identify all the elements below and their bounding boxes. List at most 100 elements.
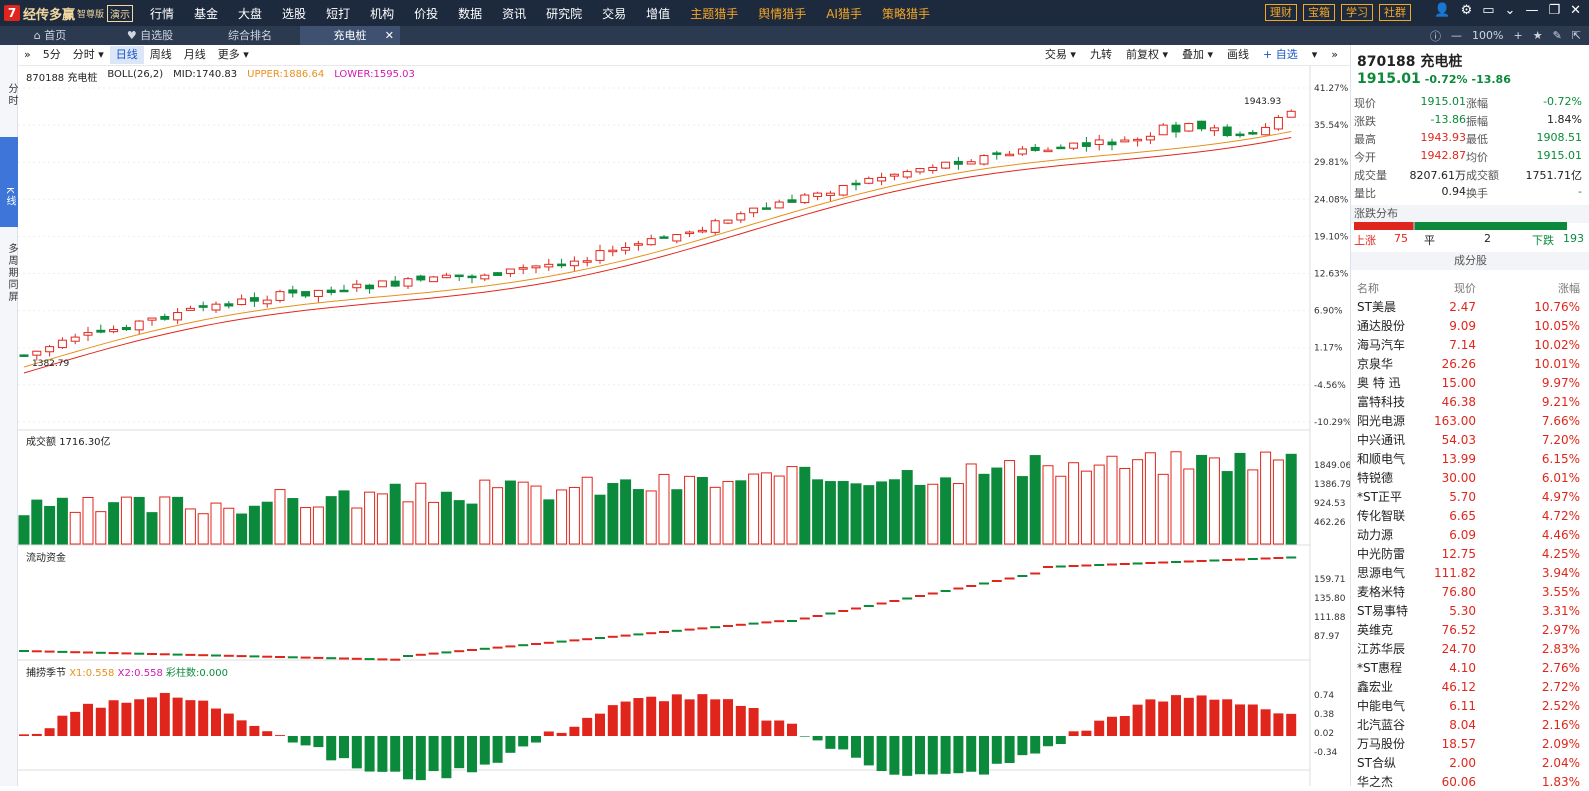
top-button-1[interactable]: 宝箱 — [1303, 4, 1335, 21]
user-icon[interactable]: 👤 — [1434, 3, 1451, 18]
close-icon[interactable]: ✕ — [1570, 3, 1581, 18]
season-bar — [1273, 713, 1284, 736]
flow-mark — [1132, 562, 1143, 565]
period-month[interactable]: 月线 — [183, 48, 206, 61]
tab-multi-period[interactable]: 多周期同屏 — [6, 243, 17, 303]
table-row[interactable]: *ST正平 5.70 4.97% — [1351, 487, 1589, 506]
draw-button[interactable]: 画线 — [1227, 48, 1250, 61]
tab-watchlist[interactable]: ♥ 自选股 — [126, 29, 174, 42]
tab-charging-pile[interactable]: 充电桩 ✕ — [300, 26, 400, 45]
pin-icon[interactable]: ⇱ — [1571, 29, 1581, 42]
season-bar — [1107, 716, 1117, 736]
table-row[interactable]: 京泉华 26.26 10.01% — [1351, 354, 1589, 373]
tab-kline[interactable]: K线 — [0, 137, 18, 227]
tab-home[interactable]: ⌂ 首页 — [33, 29, 67, 42]
zoom-in-icon[interactable]: + — [1513, 29, 1523, 42]
table-row[interactable]: 江苏华辰 24.70 2.83% — [1351, 639, 1589, 658]
top-button-0[interactable]: 理财 — [1265, 4, 1297, 21]
table-row[interactable]: 北汽蓝谷 8.04 2.16% — [1351, 715, 1589, 734]
chevron-down-icon[interactable]: ⌄ — [1504, 3, 1516, 18]
menu-3[interactable]: 选股 — [282, 6, 307, 21]
table-row[interactable]: 富特科技 46.38 9.21% — [1351, 392, 1589, 411]
menu-11[interactable]: 增值 — [646, 6, 671, 21]
table-row[interactable]: 万马股份 18.57 2.09% — [1351, 734, 1589, 753]
gear-icon[interactable]: ⚙ — [1460, 3, 1473, 18]
menu-14[interactable]: AI猎手 — [826, 6, 862, 21]
period-day[interactable]: 日线 — [109, 46, 144, 64]
period-5min[interactable]: 5分 — [42, 48, 61, 61]
collapse-icon[interactable]: » — [24, 48, 31, 61]
table-row[interactable]: ST易事特 5.30 3.31% — [1351, 601, 1589, 620]
tab-fenshi[interactable]: 分时 — [6, 83, 17, 107]
pen-icon[interactable]: ✎ — [1552, 29, 1562, 42]
zoom-out-icon[interactable]: — — [1451, 29, 1463, 42]
table-header-cell[interactable]: 涨幅 — [1558, 281, 1580, 295]
period-more[interactable]: 更多 ▾ — [217, 48, 249, 61]
menu-4[interactable]: 短打 — [326, 6, 351, 21]
table-row[interactable]: 特锐德 30.00 6.01% — [1351, 468, 1589, 487]
minimize-icon[interactable]: — — [1525, 3, 1539, 18]
menu-13[interactable]: 舆情猎手 — [758, 6, 807, 21]
star-icon[interactable]: ★ — [1532, 29, 1543, 42]
y-tick-label: 35.54% — [1314, 121, 1349, 131]
indicator-name[interactable]: BOLL(26,2) — [107, 69, 164, 80]
table-row[interactable]: 动力源 6.09 4.46% — [1351, 525, 1589, 544]
candle — [633, 243, 643, 246]
table-row[interactable]: *ST惠程 4.10 2.76% — [1351, 658, 1589, 677]
demo-badge[interactable]: 演示 — [107, 4, 134, 22]
menu-10[interactable]: 交易 — [602, 6, 627, 21]
menu-5[interactable]: 机构 — [370, 6, 395, 21]
table-row[interactable]: 思源电气 111.82 3.94% — [1351, 563, 1589, 582]
menu-1[interactable]: 基金 — [194, 6, 219, 21]
adjust-button[interactable]: 前复权 ▾ — [1125, 48, 1168, 61]
chart-area[interactable]: 41.27% 35.54% 29.81% 24.08% 19.10% 12.63% 6.90… — [0, 0, 1350, 786]
flow-mark — [735, 623, 746, 626]
more-icon[interactable]: ▾ — [1311, 48, 1318, 61]
volume-bar — [1234, 452, 1246, 545]
table-row[interactable]: 中兴通讯 54.03 7.20% — [1351, 430, 1589, 449]
table-row[interactable]: 鑫宏业 46.12 2.72% — [1351, 677, 1589, 696]
table-row[interactable]: ST美晨 2.47 10.76% — [1351, 297, 1589, 316]
table-row[interactable]: 通达股份 9.09 10.05% — [1351, 316, 1589, 335]
top-button-3[interactable]: 社群 — [1379, 4, 1411, 21]
top-menu-bar: 7 经传多赢 智尊版 演示 行情 基金 大盘 选股 短打 机构 价投 数据 资讯 研究院 交易 增值 主… — [0, 0, 1589, 26]
menu-12[interactable]: 主题猎手 — [690, 6, 739, 21]
table-row[interactable]: 中能电气 6.11 2.52% — [1351, 696, 1589, 715]
menu-7[interactable]: 数据 — [458, 6, 483, 21]
table-row[interactable]: 英维克 76.52 2.97% — [1351, 620, 1589, 639]
table-row[interactable]: 奥 特 迅 15.00 9.97% — [1351, 373, 1589, 392]
jiuzhuan-button[interactable]: 九转 — [1089, 48, 1112, 61]
close-tab-icon[interactable]: ✕ — [384, 29, 394, 42]
volume-bar — [261, 501, 273, 545]
info-icon[interactable]: ⓘ — [1430, 29, 1442, 43]
flow-mark — [1222, 559, 1233, 561]
overlay-button[interactable]: 叠加 ▾ — [1181, 48, 1214, 61]
trade-button[interactable]: 交易 ▾ — [1044, 48, 1076, 61]
table-row[interactable]: ST合纵 2.00 2.04% — [1351, 753, 1589, 772]
period-fenshi[interactable]: 分时 ▾ — [72, 48, 104, 61]
menu-6[interactable]: 价投 — [414, 6, 439, 21]
table-row[interactable]: 传化智联 6.65 4.72% — [1351, 506, 1589, 525]
restore-icon[interactable]: ❐ — [1548, 3, 1561, 18]
table-row[interactable]: 华之杰 60.06 1.83% — [1351, 772, 1589, 791]
table-row[interactable]: 和顺电气 13.99 6.15% — [1351, 449, 1589, 468]
menu-8[interactable]: 资讯 — [502, 6, 527, 21]
table-row[interactable]: 阳光电源 163.00 7.66% — [1351, 411, 1589, 430]
table-row[interactable]: 麦格米特 76.80 3.55% — [1351, 582, 1589, 601]
table-row[interactable]: 海马汽车 7.14 10.02% — [1351, 335, 1589, 354]
table-row[interactable]: 中光防雷 12.75 4.25% — [1351, 544, 1589, 563]
add-watch-button[interactable]: + 自选 — [1263, 48, 1298, 61]
logo-mark: 7 — [4, 5, 20, 21]
period-week[interactable]: 周线 — [149, 48, 172, 61]
expand-icon[interactable]: » — [1331, 48, 1338, 61]
window-icon[interactable]: ▭ — [1482, 3, 1495, 18]
top-button-2[interactable]: 学习 — [1341, 4, 1373, 21]
menu-2[interactable]: 大盘 — [238, 6, 263, 21]
app-logo[interactable]: 7 经传多赢 智尊版 演示 — [0, 4, 140, 23]
menu-15[interactable]: 策略猎手 — [881, 6, 930, 21]
menu-0[interactable]: 行情 — [150, 6, 175, 21]
tab-ranking[interactable]: 综合排名 — [200, 26, 300, 45]
table-header-cell[interactable]: 名称 — [1357, 281, 1379, 295]
table-header-cell[interactable]: 现价 — [1454, 281, 1476, 295]
menu-9[interactable]: 研究院 — [546, 6, 583, 21]
